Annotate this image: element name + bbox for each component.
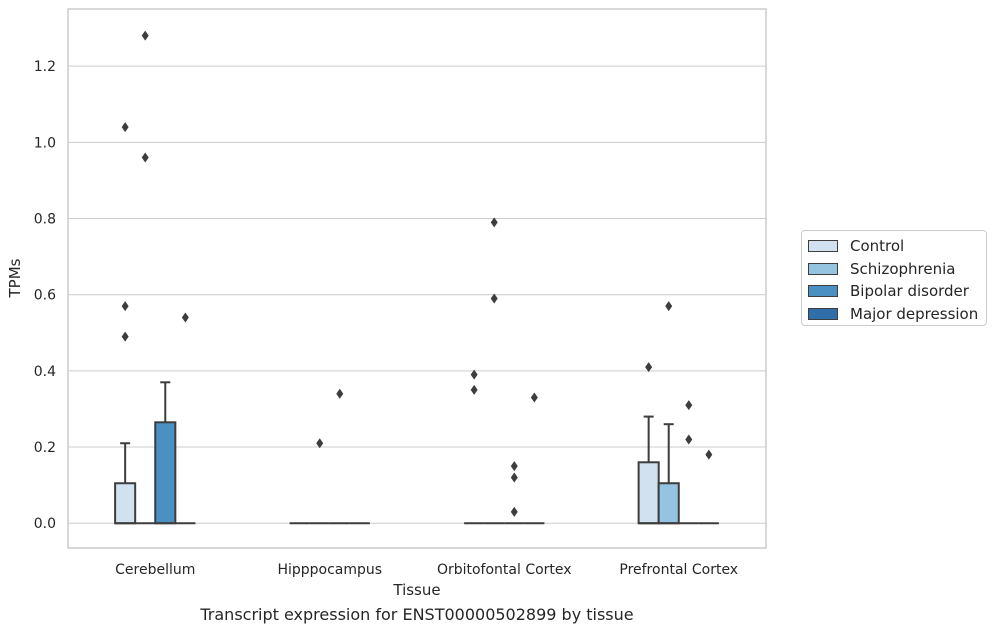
outlier-point — [510, 472, 518, 483]
outlier-point — [510, 461, 518, 472]
outlier-point — [490, 293, 498, 304]
x-axis-label: Tissue — [392, 581, 440, 599]
gridlines — [68, 65, 766, 524]
outlier-point — [685, 400, 693, 411]
y-tick-label: 1.2 — [34, 59, 56, 75]
box-major-depression — [175, 312, 196, 525]
box-bipolar-disorder — [504, 461, 525, 525]
outlier-point — [645, 362, 653, 373]
x-tick-labels: Cerebellum Hipppocampus Orbitofontal Corte… — [115, 562, 738, 578]
plot-border — [67, 8, 767, 549]
outlier-point — [121, 331, 129, 342]
legend-item: Schizophrenia — [808, 258, 980, 281]
outlier-point — [470, 384, 478, 395]
box-control — [637, 362, 660, 525]
box-body — [154, 421, 177, 525]
outlier-point — [665, 301, 673, 312]
legend-swatch — [808, 240, 838, 253]
outlier-point — [530, 392, 538, 403]
box-body — [114, 482, 137, 525]
y-tick-labels: 0.0 0.2 0.4 0.6 0.8 1.0 1.2 — [34, 59, 56, 532]
legend-swatch — [808, 262, 838, 275]
box-bipolar-disorder — [329, 388, 350, 525]
box-body — [637, 461, 660, 525]
y-axis-label: TPMs — [6, 258, 24, 298]
legend-label: Bipolar disorder — [850, 282, 969, 301]
outlier-point — [705, 449, 713, 460]
box-schizophrenia — [484, 217, 505, 525]
legend-item: Major depression — [808, 303, 980, 326]
outlier-point — [141, 30, 149, 41]
legend-swatch — [808, 307, 838, 320]
legend-item: Bipolar disorder — [808, 280, 980, 303]
outlier-point — [141, 152, 149, 163]
outlier-point — [121, 122, 129, 133]
legend-swatch — [808, 285, 838, 298]
y-tick-label: 0.4 — [34, 364, 56, 380]
legend-label: Major depression — [850, 304, 979, 323]
y-tick-label: 0.0 — [34, 516, 56, 532]
box-group — [114, 30, 719, 525]
outlier-point — [510, 506, 518, 517]
x-tick-label: Hipppocampus — [277, 562, 382, 578]
x-tick-label: Prefrontal Cortex — [619, 562, 738, 578]
outlier-point — [181, 312, 189, 323]
box-major-depression — [524, 392, 545, 525]
box-control — [114, 122, 137, 525]
box-major-depression — [698, 449, 719, 525]
outlier-point — [121, 301, 129, 312]
legend-label: Schizophrenia — [850, 259, 956, 278]
y-tick-label: 1.0 — [34, 135, 56, 151]
y-tick-label: 0.8 — [34, 212, 56, 228]
box-schizophrenia — [657, 301, 680, 525]
plot-frame — [67, 8, 767, 549]
box-bipolar-disorder — [154, 381, 177, 525]
outlier-point — [470, 369, 478, 380]
legend-item: Control — [808, 235, 980, 258]
y-tick-label: 0.6 — [34, 288, 56, 304]
x-tick-label: Orbitofontal Cortex — [437, 562, 572, 578]
outlier-point — [685, 434, 693, 445]
box-bipolar-disorder — [678, 400, 699, 525]
legend-label: Control — [850, 237, 905, 256]
outlier-point — [316, 438, 324, 449]
box-schizophrenia — [135, 30, 156, 525]
box-body — [657, 482, 680, 525]
y-tick-label: 0.2 — [34, 440, 56, 456]
box-schizophrenia — [309, 438, 330, 525]
outlier-point — [490, 217, 498, 228]
x-tick-label: Cerebellum — [115, 562, 195, 578]
box-control — [464, 369, 485, 525]
outlier-point — [336, 388, 344, 399]
chart-caption: Transcript expression for ENST0000050289… — [200, 605, 634, 624]
legend: Control Schizophrenia Bipolar disorder Majo… — [801, 230, 987, 326]
